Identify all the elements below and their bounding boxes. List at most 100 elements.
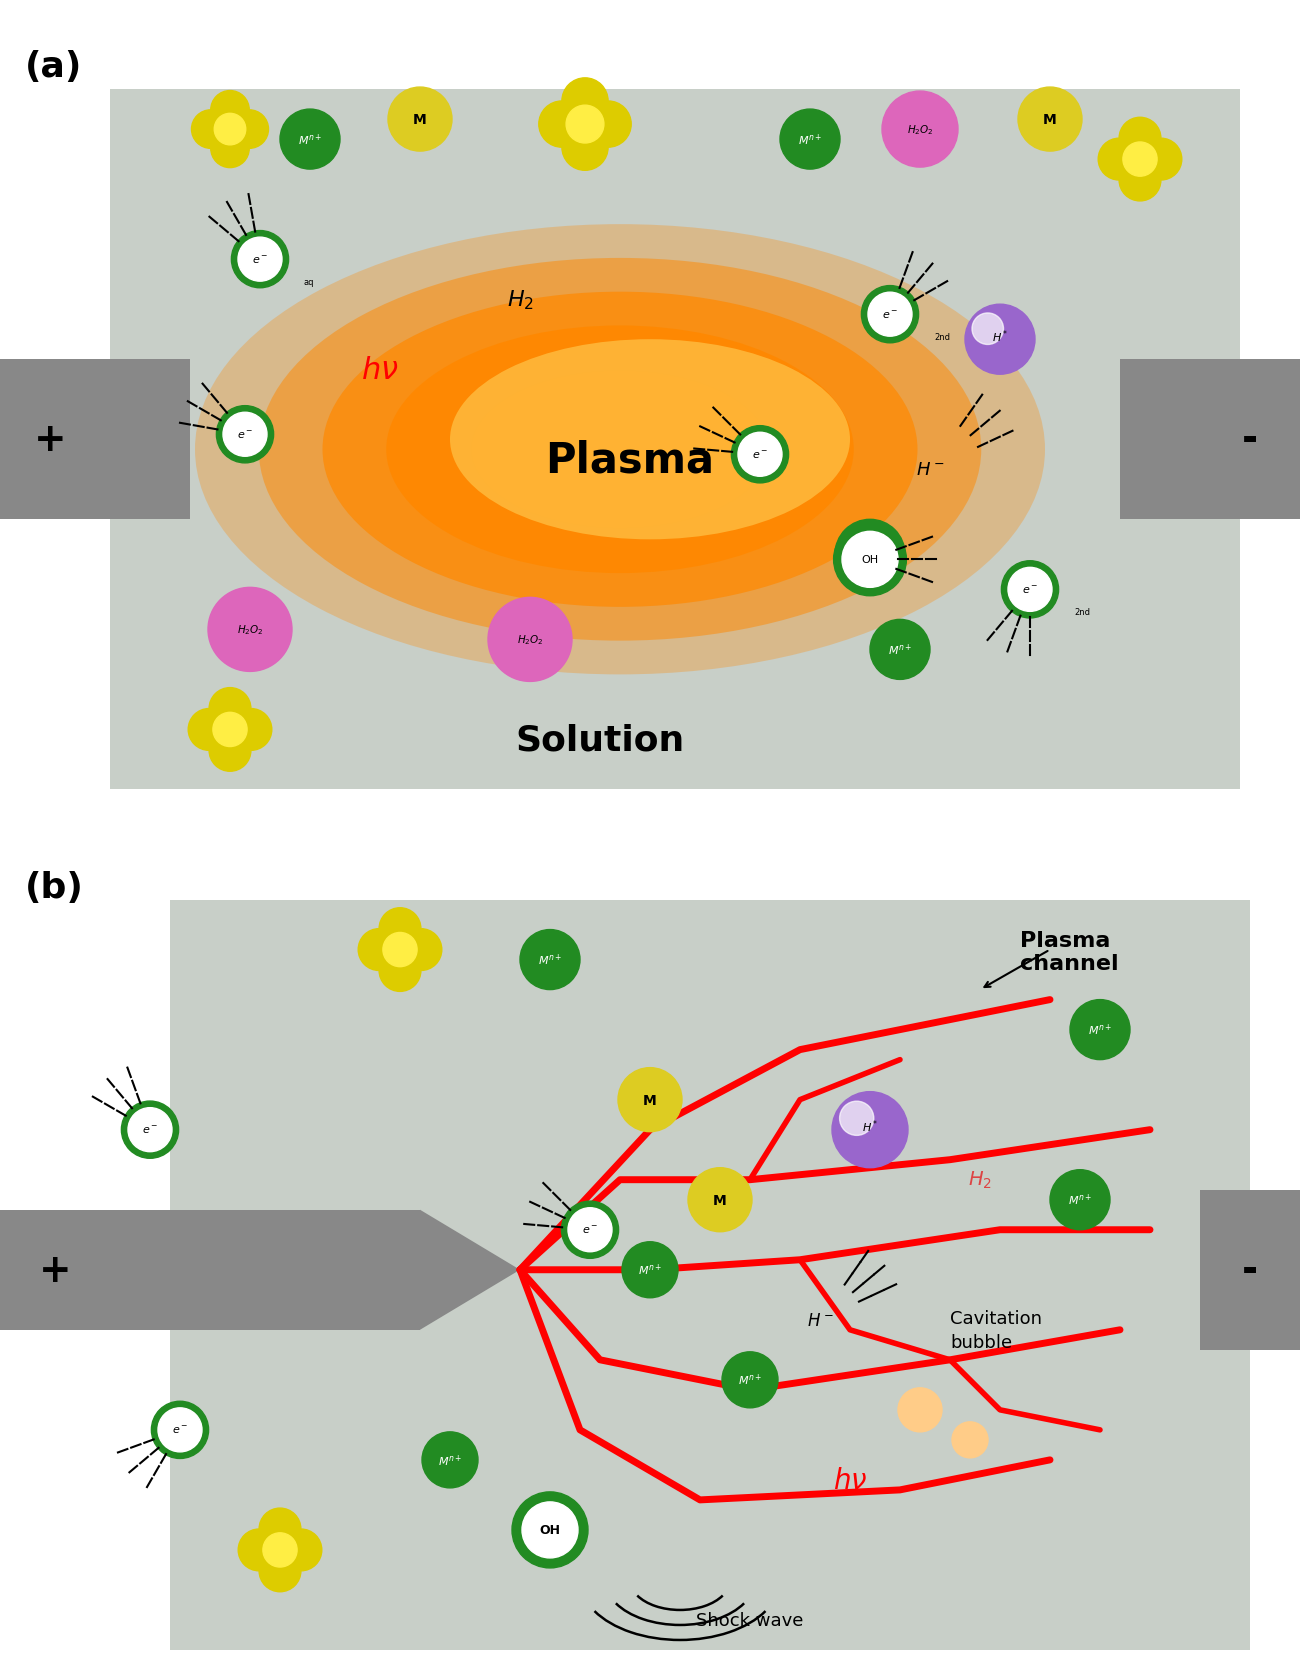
Circle shape <box>1018 87 1082 151</box>
Text: $M^{n+}$: $M^{n+}$ <box>438 1452 463 1468</box>
Circle shape <box>121 1102 178 1159</box>
Circle shape <box>224 413 266 457</box>
Text: $h\nu$: $h\nu$ <box>833 1467 867 1494</box>
Text: Cavitation
bubble: Cavitation bubble <box>950 1309 1043 1351</box>
Circle shape <box>562 79 608 124</box>
Circle shape <box>780 109 840 170</box>
Text: OH: OH <box>540 1524 560 1537</box>
Circle shape <box>538 102 585 148</box>
Circle shape <box>738 433 783 477</box>
Circle shape <box>216 407 273 464</box>
Circle shape <box>566 106 604 144</box>
Text: $H_2$: $H_2$ <box>968 1169 992 1191</box>
Ellipse shape <box>322 292 918 608</box>
Text: M: M <box>644 1094 656 1107</box>
Text: 2nd: 2nd <box>933 333 950 341</box>
Text: (a): (a) <box>25 50 82 84</box>
Circle shape <box>209 731 251 771</box>
Text: $M^{n+}$: $M^{n+}$ <box>1088 1023 1113 1038</box>
FancyBboxPatch shape <box>0 360 190 521</box>
Circle shape <box>862 286 919 344</box>
Circle shape <box>359 929 400 971</box>
Circle shape <box>523 1502 578 1557</box>
Text: Shock wave: Shock wave <box>697 1611 803 1630</box>
Text: $M^{n+}$: $M^{n+}$ <box>738 1373 762 1388</box>
Circle shape <box>159 1408 202 1452</box>
Circle shape <box>840 1102 874 1136</box>
Circle shape <box>400 929 442 971</box>
Text: OH: OH <box>859 548 880 561</box>
FancyBboxPatch shape <box>111 91 1240 790</box>
Circle shape <box>512 1492 588 1567</box>
FancyBboxPatch shape <box>1121 360 1300 521</box>
Text: $H_2O_2$: $H_2O_2$ <box>237 623 264 637</box>
Circle shape <box>520 931 580 990</box>
Text: -: - <box>1242 1252 1258 1289</box>
Circle shape <box>1098 139 1140 181</box>
Circle shape <box>380 949 421 991</box>
Text: $e^-$: $e^-$ <box>751 450 768 460</box>
Text: $e^-$: $e^-$ <box>172 1425 188 1436</box>
Circle shape <box>209 689 251 731</box>
Polygon shape <box>420 1210 520 1331</box>
Circle shape <box>188 709 230 751</box>
Circle shape <box>898 1388 942 1431</box>
Circle shape <box>238 239 282 282</box>
Circle shape <box>1119 118 1161 160</box>
Circle shape <box>732 427 789 484</box>
Circle shape <box>952 1421 988 1458</box>
Circle shape <box>1123 143 1157 176</box>
Text: $e^-$: $e^-$ <box>1022 585 1039 596</box>
Text: Solution: Solution <box>515 722 685 758</box>
Circle shape <box>833 524 906 596</box>
Text: +: + <box>34 422 66 459</box>
Circle shape <box>870 620 930 680</box>
Text: $e^-$: $e^-$ <box>142 1124 159 1136</box>
Circle shape <box>1008 568 1052 612</box>
Circle shape <box>965 306 1035 375</box>
Circle shape <box>208 588 292 672</box>
Circle shape <box>881 92 958 168</box>
Circle shape <box>214 114 246 146</box>
Text: $M^{n+}$: $M^{n+}$ <box>1067 1193 1092 1208</box>
Ellipse shape <box>386 326 854 575</box>
Text: $H^-$: $H^-$ <box>807 1310 833 1329</box>
Text: -: - <box>1242 422 1258 459</box>
FancyBboxPatch shape <box>1200 1189 1300 1351</box>
Text: $H_2O_2$: $H_2O_2$ <box>516 633 543 647</box>
Text: (b): (b) <box>25 870 84 904</box>
Text: $M^{n+}$: $M^{n+}$ <box>798 133 822 148</box>
Circle shape <box>230 709 272 751</box>
Circle shape <box>621 1242 679 1299</box>
Circle shape <box>151 1401 208 1458</box>
Circle shape <box>211 91 250 129</box>
Circle shape <box>259 1551 300 1593</box>
Text: $H_2$: $H_2$ <box>507 289 533 312</box>
Text: Plasma
channel: Plasma channel <box>1020 931 1118 973</box>
Circle shape <box>722 1352 777 1408</box>
Text: $h\nu$: $h\nu$ <box>361 356 399 385</box>
Circle shape <box>280 1529 322 1571</box>
Circle shape <box>1119 160 1161 202</box>
Text: $M^{n+}$: $M^{n+}$ <box>638 1262 662 1278</box>
Text: $e^-$: $e^-$ <box>582 1225 598 1235</box>
Circle shape <box>127 1109 172 1152</box>
Text: Plasma: Plasma <box>546 438 715 480</box>
Circle shape <box>384 932 417 968</box>
Circle shape <box>568 1208 612 1252</box>
Ellipse shape <box>450 339 850 539</box>
Circle shape <box>280 109 341 170</box>
Circle shape <box>387 87 452 151</box>
Text: $M^{n+}$: $M^{n+}$ <box>298 133 322 148</box>
Circle shape <box>422 1431 478 1488</box>
Text: +: + <box>39 1252 72 1289</box>
FancyBboxPatch shape <box>170 900 1251 1650</box>
Circle shape <box>1070 1000 1130 1060</box>
Text: $H^*$: $H^*$ <box>862 1117 878 1134</box>
Circle shape <box>835 521 905 590</box>
Circle shape <box>832 1092 907 1168</box>
Text: $M^{n+}$: $M^{n+}$ <box>538 953 562 968</box>
Text: $M^{n+}$: $M^{n+}$ <box>888 642 913 657</box>
Circle shape <box>230 111 269 150</box>
Circle shape <box>868 292 913 338</box>
